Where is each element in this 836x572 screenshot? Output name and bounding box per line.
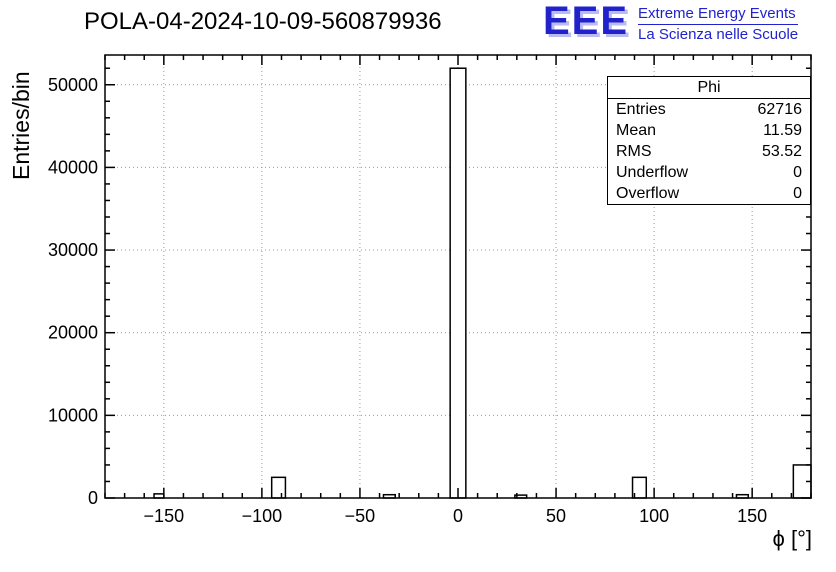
histogram-bin xyxy=(270,476,287,499)
stats-value: 11.59 xyxy=(763,122,802,139)
eee-logo-text: Extreme Energy Events La Scienza nelle S… xyxy=(638,2,799,43)
eee-logo-line1: Extreme Energy Events xyxy=(638,5,796,22)
x-tick-label: 100 xyxy=(639,506,669,526)
histogram-bin xyxy=(449,67,467,499)
stats-row-entries: Entries 62716 xyxy=(608,99,810,120)
x-tick-label: 150 xyxy=(737,506,767,526)
stats-row-rms: RMS 53.52 xyxy=(608,141,810,162)
eee-logo: EEE Extreme Energy Events La Scienza nel… xyxy=(543,0,799,43)
y-tick-label: 30000 xyxy=(48,240,98,260)
y-tick-label: 40000 xyxy=(48,157,98,177)
stats-value: 62716 xyxy=(757,101,803,118)
plot-title: POLA-04-2024-10-09-560879936 xyxy=(84,8,442,35)
y-tick-label: 10000 xyxy=(48,405,98,425)
eee-logo-acronym: EEE xyxy=(543,0,630,43)
x-tick-label: −150 xyxy=(144,506,185,526)
y-tick-label: 20000 xyxy=(48,323,98,343)
y-tick-label: 0 xyxy=(88,488,98,508)
x-tick-label: 0 xyxy=(453,506,463,526)
stats-box: Phi Entries 62716 Mean 11.59 RMS 53.52 U… xyxy=(607,76,811,205)
y-axis-title: Entries/bin xyxy=(8,71,34,180)
stats-value: 53.52 xyxy=(761,143,802,160)
x-axis-title: ϕ [°] xyxy=(772,526,812,551)
stats-label: Underflow xyxy=(616,164,689,181)
eee-logo-line2: La Scienza nelle Scuole xyxy=(638,26,799,43)
stats-label: RMS xyxy=(616,143,652,160)
stats-label: Mean xyxy=(616,122,657,139)
y-tick-label: 50000 xyxy=(48,75,98,95)
stats-box-title: Phi xyxy=(608,77,810,99)
stats-label: Entries xyxy=(616,101,666,118)
eee-logo-divider xyxy=(638,24,799,25)
x-tick-label: −50 xyxy=(345,506,376,526)
stats-row-overflow: Overflow 0 xyxy=(608,183,810,204)
stats-label: Overflow xyxy=(616,185,680,202)
x-tick-label: 50 xyxy=(546,506,566,526)
stats-value: 0 xyxy=(793,185,802,202)
x-tick-label: −100 xyxy=(242,506,283,526)
stats-value: 0 xyxy=(793,164,802,181)
stats-row-underflow: Underflow 0 xyxy=(608,162,810,183)
stats-row-mean: Mean 11.59 xyxy=(608,120,810,141)
